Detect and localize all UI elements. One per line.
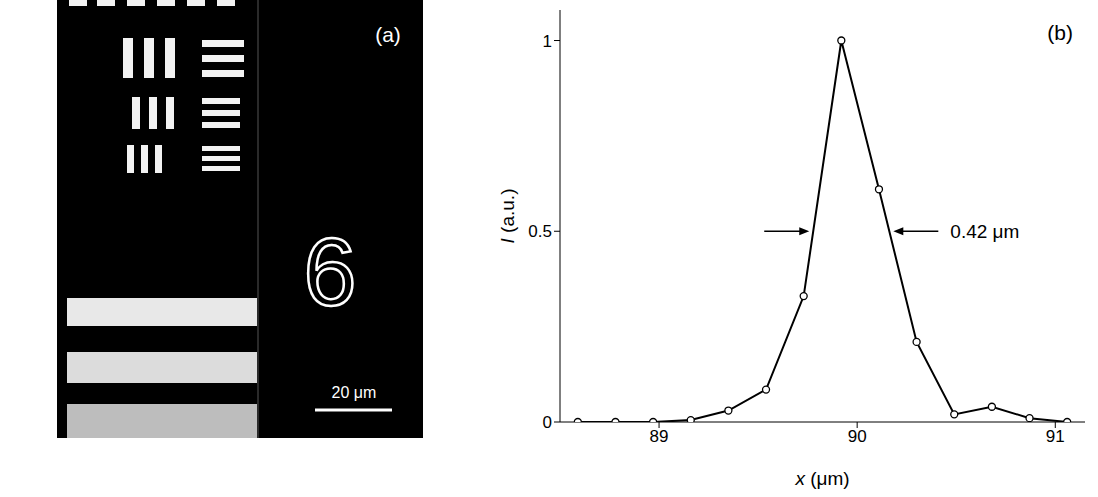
svg-text:20 μm: 20 μm xyxy=(332,384,377,401)
svg-text:90: 90 xyxy=(848,427,867,446)
svg-text:x (μm): x (μm) xyxy=(794,468,849,489)
svg-text:0.5: 0.5 xyxy=(528,222,552,241)
svg-text:89: 89 xyxy=(650,427,669,446)
svg-text:6: 6 xyxy=(303,218,356,325)
svg-text:I (a.u.): I (a.u.) xyxy=(497,189,518,244)
svg-text:(b): (b) xyxy=(1047,21,1073,44)
svg-text:0.42 μm: 0.42 μm xyxy=(950,221,1019,242)
svg-text:(a): (a) xyxy=(375,23,401,46)
svg-text:0: 0 xyxy=(543,413,552,432)
svg-text:1: 1 xyxy=(543,32,552,51)
svg-text:91: 91 xyxy=(1046,427,1065,446)
